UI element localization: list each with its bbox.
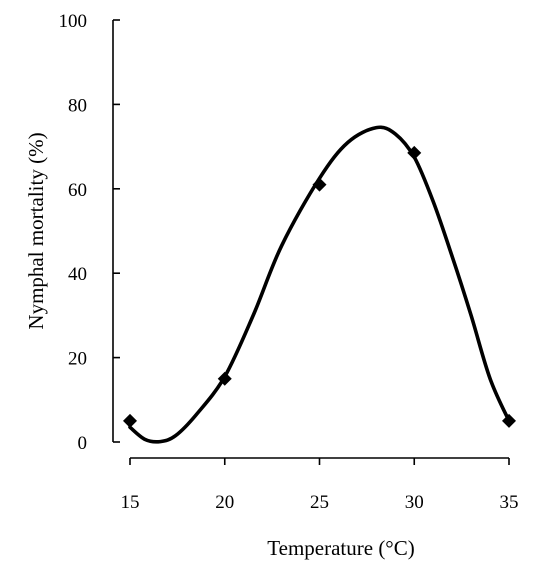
x-tick-label: 20 xyxy=(215,492,234,513)
y-tick-label: 80 xyxy=(68,95,87,116)
y-tick-label: 0 xyxy=(78,433,88,454)
data-point-marker xyxy=(123,413,137,428)
x-tick-label: 25 xyxy=(310,492,329,513)
x-tick-label: 35 xyxy=(500,492,519,513)
y-tick-label: 20 xyxy=(68,349,87,370)
x-tick-label: 15 xyxy=(121,492,140,513)
y-axis: 0 20 40 60 80 100 xyxy=(59,11,120,454)
fitted-curve xyxy=(128,125,511,444)
y-ticks: 0 20 40 60 80 100 xyxy=(59,11,120,454)
x-axis: 15 20 25 30 35 xyxy=(121,457,519,513)
data-point-marker xyxy=(502,413,516,428)
y-axis-title: Nymphal mortality (%) xyxy=(24,132,48,329)
data-point-marker xyxy=(407,145,422,160)
y-tick-label: 60 xyxy=(68,180,87,201)
data-point-marker xyxy=(312,177,327,192)
x-ticks: 15 20 25 30 35 xyxy=(121,458,519,513)
data-point-marker xyxy=(217,371,232,386)
y-tick-label: 100 xyxy=(59,11,88,32)
y-tick-label: 40 xyxy=(68,264,87,285)
data-points xyxy=(123,145,516,428)
x-tick-label: 30 xyxy=(405,492,424,513)
x-axis-title: Temperature (°C) xyxy=(267,536,414,560)
